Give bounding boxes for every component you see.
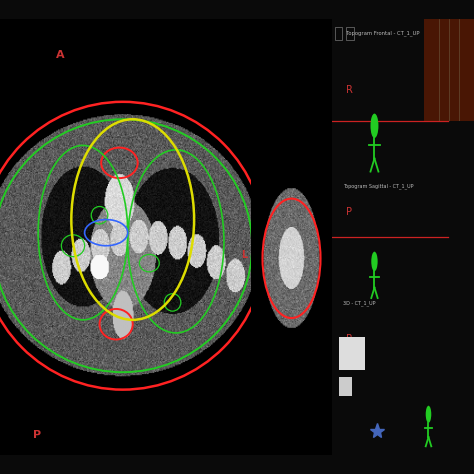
Bar bbox=[346, 27, 354, 40]
Text: R: R bbox=[346, 334, 353, 344]
Text: Topogram Frontal - CT_1_UP: Topogram Frontal - CT_1_UP bbox=[346, 30, 419, 36]
Text: L: L bbox=[242, 250, 248, 260]
Text: 3D - CT_1_UP: 3D - CT_1_UP bbox=[343, 301, 376, 306]
Text: P: P bbox=[346, 207, 352, 217]
Circle shape bbox=[371, 114, 378, 138]
Text: A: A bbox=[56, 50, 65, 60]
Circle shape bbox=[371, 252, 378, 271]
Circle shape bbox=[426, 406, 431, 423]
Text: P: P bbox=[33, 429, 41, 439]
FancyBboxPatch shape bbox=[419, 0, 474, 141]
Text: Topogram Sagittal - CT_1_UP: Topogram Sagittal - CT_1_UP bbox=[343, 183, 414, 189]
Bar bbox=[335, 27, 342, 40]
Bar bbox=[339, 376, 352, 396]
Text: R: R bbox=[346, 85, 353, 95]
Bar bbox=[339, 337, 365, 370]
